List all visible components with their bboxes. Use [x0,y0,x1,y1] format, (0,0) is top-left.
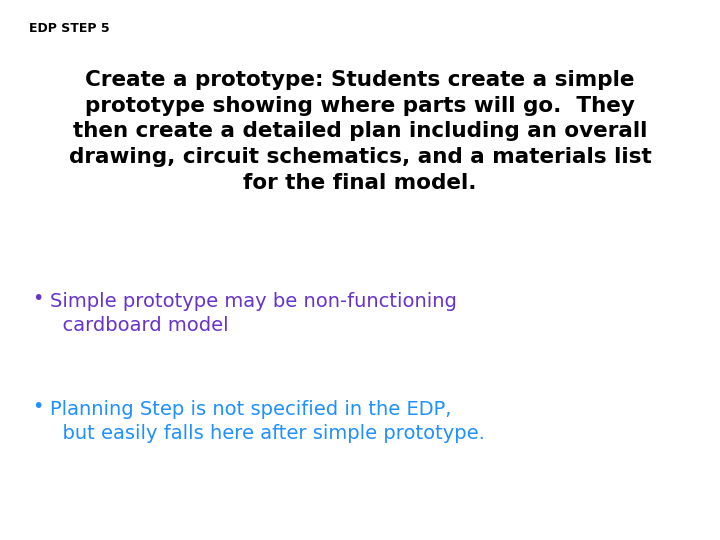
Text: Simple prototype may be non-functioning
  cardboard model: Simple prototype may be non-functioning … [50,292,457,335]
Text: Create a prototype: Students create a simple
prototype showing where parts will : Create a prototype: Students create a si… [68,70,652,193]
Text: EDP STEP 5: EDP STEP 5 [29,22,109,35]
Text: Planning Step is not specified in the EDP,
  but easily falls here after simple : Planning Step is not specified in the ED… [50,400,485,443]
Text: •: • [32,397,44,416]
Text: •: • [32,289,44,308]
